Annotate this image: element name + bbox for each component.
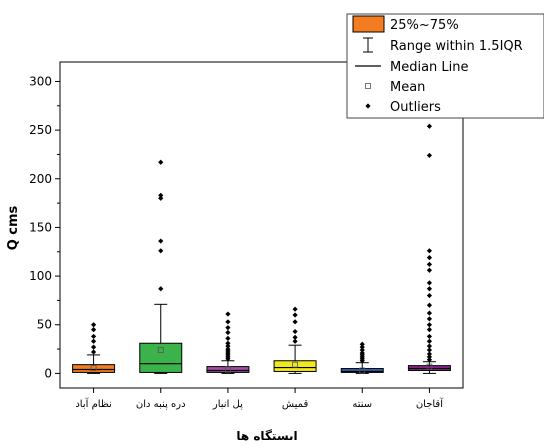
outlier-point bbox=[158, 238, 164, 244]
outlier-point bbox=[426, 351, 433, 357]
outlier-point bbox=[426, 152, 433, 159]
outlier-point bbox=[90, 344, 97, 350]
outlier-point bbox=[90, 338, 97, 344]
outlier-point bbox=[426, 280, 433, 286]
x-tick-label: دره پنبه دان bbox=[136, 399, 186, 410]
outlier-point bbox=[225, 335, 231, 341]
mean-marker bbox=[359, 367, 366, 374]
iqr-box bbox=[72, 364, 116, 373]
outlier-point bbox=[158, 159, 164, 165]
outlier-point bbox=[158, 286, 164, 292]
outlier-point bbox=[225, 346, 231, 352]
mean-marker bbox=[225, 366, 231, 373]
outlier-point bbox=[426, 343, 433, 349]
box-series bbox=[72, 81, 451, 374]
box-group bbox=[206, 311, 250, 374]
y-tick-label: 150 bbox=[29, 220, 52, 234]
outlier-point bbox=[426, 322, 433, 328]
outlier-point bbox=[426, 354, 433, 360]
x-axis: نظام آباد دره پنبه دان پل انبار قمیش سنته آقا… bbox=[75, 388, 444, 410]
iqr-box bbox=[273, 360, 317, 372]
box-group bbox=[72, 322, 116, 374]
outlier-point bbox=[292, 338, 298, 344]
legend-label: Mean bbox=[390, 80, 425, 95]
outlier-point bbox=[426, 292, 433, 299]
outlier-point bbox=[426, 333, 433, 340]
y-tick-label: 0 bbox=[44, 366, 52, 380]
outlier-point bbox=[359, 350, 365, 356]
y-axis-label: Q cms bbox=[6, 205, 21, 250]
x-tick-label: پل انبار bbox=[212, 399, 243, 410]
y-tick-label: 50 bbox=[37, 318, 52, 332]
y-tick-label: 100 bbox=[29, 269, 52, 283]
legend-outlier-marker bbox=[365, 103, 371, 109]
legend-box-swatch bbox=[352, 15, 385, 33]
outlier-point bbox=[225, 343, 231, 349]
outlier-point bbox=[90, 322, 97, 328]
outlier-point bbox=[158, 192, 164, 198]
outlier-point bbox=[359, 344, 365, 350]
outlier-point bbox=[158, 248, 164, 254]
outlier-point bbox=[292, 312, 298, 318]
outlier-point bbox=[426, 261, 433, 268]
legend-label: Median Line bbox=[390, 60, 469, 75]
outlier-point bbox=[426, 267, 433, 273]
y-tick-label: 250 bbox=[29, 123, 52, 137]
outlier-point bbox=[359, 347, 365, 353]
outlier-point bbox=[225, 329, 231, 336]
mean-marker bbox=[157, 347, 164, 353]
iqr-box bbox=[340, 368, 384, 373]
legend-label: Range within 1.5IQR bbox=[390, 39, 523, 54]
x-tick-label: سنته bbox=[352, 399, 372, 410]
iqr-box bbox=[206, 366, 250, 373]
outlier-point bbox=[426, 286, 433, 292]
y-tick-label: 300 bbox=[29, 74, 52, 88]
legend-label: 25%~75% bbox=[390, 18, 459, 33]
plot-area bbox=[59, 61, 464, 389]
x-axis-label: ایستگاه ها bbox=[236, 429, 297, 441]
outlier-point bbox=[292, 306, 298, 312]
outlier-point bbox=[426, 316, 433, 322]
mean-marker bbox=[90, 365, 97, 371]
outlier-point bbox=[426, 310, 433, 316]
outlier-point bbox=[225, 340, 231, 346]
outlier-point bbox=[292, 319, 298, 325]
outlier-point bbox=[426, 302, 433, 308]
outlier-point bbox=[426, 347, 433, 353]
box-group bbox=[139, 159, 183, 374]
outlier-point bbox=[292, 328, 298, 335]
outlier-point bbox=[225, 311, 231, 317]
outlier-point bbox=[426, 357, 433, 363]
box-group bbox=[340, 341, 384, 374]
outlier-point bbox=[225, 325, 231, 331]
outlier-point bbox=[90, 349, 97, 355]
outlier-point bbox=[426, 255, 433, 261]
outlier-point bbox=[90, 333, 97, 340]
x-tick-label: قمیش bbox=[282, 399, 309, 410]
y-tick-label: 200 bbox=[29, 172, 52, 186]
outlier-point bbox=[426, 123, 433, 129]
outlier-point bbox=[359, 341, 365, 347]
mean-marker bbox=[292, 361, 298, 368]
legend-mean-marker bbox=[365, 83, 371, 89]
outlier-point bbox=[292, 334, 298, 340]
legend-label: Outliers bbox=[390, 100, 441, 115]
outlier-point bbox=[225, 319, 231, 325]
outlier-point bbox=[426, 327, 433, 333]
outlier-point bbox=[426, 338, 433, 344]
legend: 25%~75% Range within 1.5IQR Median Line Mea… bbox=[346, 13, 544, 119]
box-group bbox=[407, 81, 451, 374]
outlier-point bbox=[158, 195, 164, 201]
outlier-point bbox=[90, 327, 97, 333]
iqr-box bbox=[139, 342, 183, 373]
y-axis: 0 50 100 150 200 250 300 bbox=[29, 74, 60, 380]
box-group bbox=[273, 306, 317, 374]
x-tick-label: آقاجان bbox=[416, 397, 444, 410]
outlier-point bbox=[426, 248, 433, 254]
x-tick-label: نظام آباد bbox=[75, 397, 111, 410]
mean-marker bbox=[426, 363, 433, 370]
